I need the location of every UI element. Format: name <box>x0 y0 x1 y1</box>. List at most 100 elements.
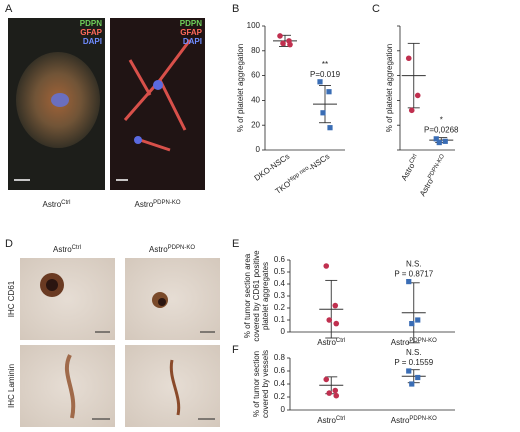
column-label-sup: PDPN-KO <box>168 245 196 251</box>
x-tick-label-base: Astro <box>317 416 336 425</box>
annotation: P=0,0268 <box>424 126 459 135</box>
x-tick-label-sup: PDPN-KO <box>409 416 437 422</box>
stain-label: PDPN <box>80 19 102 28</box>
data-point <box>280 40 286 47</box>
data-point <box>415 374 421 381</box>
annotation: P=0.019 <box>310 70 341 79</box>
y-tick-label: 0 <box>281 327 286 336</box>
x-tick-label-sup: Hipp neo <box>287 165 311 184</box>
data-point <box>287 41 293 48</box>
x-tick-label-base: Astro <box>317 338 336 347</box>
data-point <box>414 92 421 99</box>
stain-label: DAPI <box>83 37 102 46</box>
panel-a-images <box>8 18 205 190</box>
caption: AstroPDPN-KO <box>134 200 180 210</box>
data-point <box>415 317 421 323</box>
panel-label: A <box>5 3 13 15</box>
x-tick-label: AstroCtrl <box>317 416 345 426</box>
stain-label: PDPN <box>180 19 202 28</box>
annotation: N.S. <box>406 348 422 357</box>
y-tick-label: 40 <box>251 96 260 105</box>
data-point <box>405 55 412 62</box>
x-tick-label-rest: -NSCs <box>307 152 331 173</box>
panel-label: B <box>232 3 239 15</box>
x-tick-label: DKO-NSCs <box>253 152 292 183</box>
data-point <box>326 89 332 95</box>
annotation: P = 0.1559 <box>394 358 433 367</box>
data-point <box>327 125 333 131</box>
column-label-base: Astro <box>149 245 168 254</box>
stain-label: GFAP <box>180 28 202 37</box>
column-label: AstroCtrl <box>53 245 81 255</box>
panel-label: C <box>372 3 380 15</box>
y-tick-label: 100 <box>247 21 261 30</box>
row-label: IHC CD61 <box>7 280 16 317</box>
data-point <box>326 317 333 323</box>
y-axis-label: platelet aggregates <box>261 262 270 330</box>
y-axis-label: % of platelet aggregation <box>385 44 394 133</box>
y-tick-label: 0.4 <box>274 279 286 288</box>
x-tick-label-sup: Ctrl <box>336 416 345 422</box>
data-point <box>323 263 330 269</box>
x-tick-label: AstroPDPN-KO <box>391 416 437 426</box>
x-tick-label-base: DKO-NSCs <box>253 152 292 183</box>
data-point <box>333 392 340 399</box>
caption-sup: Ctrl <box>61 200 70 206</box>
stain-label: DAPI <box>183 37 202 46</box>
x-tick-label-base: Astro <box>400 161 417 182</box>
annotation: * <box>440 116 443 125</box>
x-tick-label-base: Astro <box>391 338 410 347</box>
y-tick-label: 0.5 <box>274 267 286 276</box>
x-tick-label-sup: Ctrl <box>336 338 345 344</box>
caption-base: Astro <box>134 200 153 209</box>
y-tick-label: 0.6 <box>274 366 286 375</box>
y-axis-label: % of tumor section area <box>243 253 252 338</box>
x-tick-label-base: Astro <box>418 177 435 198</box>
annotation: N.S. <box>406 260 422 269</box>
data-point <box>320 110 326 116</box>
x-tick-label: AstroCtrl <box>317 338 345 348</box>
data-point <box>332 387 339 394</box>
y-tick-label: 0 <box>256 145 261 154</box>
y-tick-label: 0.4 <box>274 379 286 388</box>
data-point <box>409 321 415 327</box>
x-tick-label-sup: PDPN-KO <box>427 153 446 180</box>
x-tick-label-base: Astro <box>391 416 410 425</box>
annotation: P = 0.8717 <box>394 270 433 279</box>
data-point <box>408 107 415 114</box>
x-tick-label: AstroPDPN-KO <box>418 153 449 198</box>
y-axis-label: covered by CD61 positive <box>252 250 261 342</box>
panel-label: E <box>232 238 239 250</box>
column-label-sup: Ctrl <box>72 245 81 251</box>
caption: AstroCtrl <box>42 200 70 210</box>
data-point <box>277 33 283 39</box>
data-point <box>433 136 439 142</box>
data-point <box>406 368 412 374</box>
caption-base: Astro <box>42 200 61 209</box>
y-tick-label: 0.8 <box>274 353 286 362</box>
data-point <box>409 381 415 387</box>
y-tick-label: 20 <box>251 120 260 129</box>
x-tick-label-sup: Ctrl <box>408 153 418 164</box>
y-tick-label: 0 <box>281 405 286 414</box>
row-label: IHC Laminin <box>7 364 16 408</box>
x-tick-label: AstroCtrl <box>399 153 421 182</box>
y-tick-label: 60 <box>251 71 260 80</box>
annotation: ** <box>322 60 328 69</box>
data-point <box>442 138 448 144</box>
data-point <box>317 79 323 85</box>
column-label: AstroPDPN-KO <box>149 245 195 255</box>
y-tick-label: 0.3 <box>274 291 286 300</box>
y-tick-label: 0.6 <box>274 255 286 264</box>
column-label-base: Astro <box>53 245 72 254</box>
y-tick-label: 0.1 <box>274 315 286 324</box>
panel-d-images <box>20 258 220 427</box>
data-point <box>332 302 339 309</box>
y-axis-label: % of tumor section <box>252 351 261 417</box>
data-point <box>406 279 412 285</box>
panel-label: D <box>5 238 13 250</box>
x-tick-label-sup: PDPN-KO <box>409 338 437 344</box>
caption-sup: PDPN-KO <box>153 200 181 206</box>
data-point <box>436 139 442 146</box>
